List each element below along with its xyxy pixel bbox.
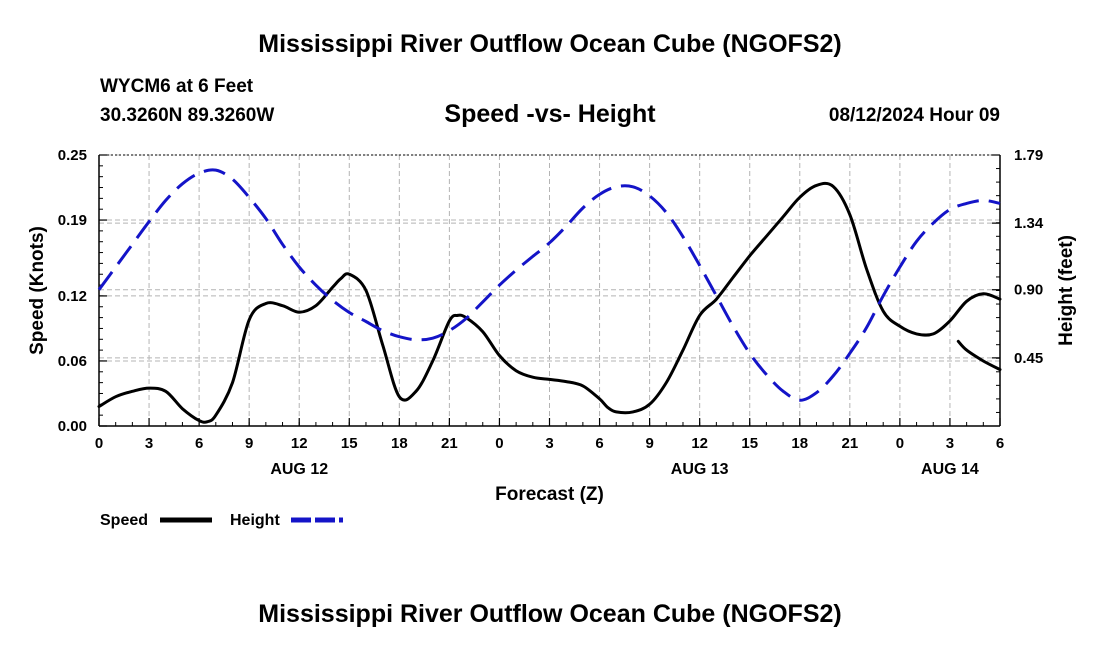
speed-series-line — [97, 181, 1002, 424]
x-tick-label: 0 — [896, 435, 904, 452]
station-label: WYCM6 at 6 Feet — [100, 76, 254, 97]
x-tick-label: 0 — [495, 435, 503, 452]
bottom-title: Mississippi River Outflow Ocean Cube (NG… — [258, 600, 842, 628]
y-tick-label: 0.00 — [58, 418, 87, 435]
date-label: AUG 13 — [671, 461, 729, 478]
x-tick-label: 6 — [195, 435, 203, 452]
speed-series-line-segment — [956, 339, 1002, 372]
x-axis-title: Forecast (Z) — [495, 484, 604, 505]
x-tick-label: 6 — [595, 435, 603, 452]
x-tick-label: 15 — [341, 435, 358, 452]
y2-tick-label: 0.90 — [1014, 282, 1043, 299]
main-title: Mississippi River Outflow Ocean Cube (NG… — [258, 30, 842, 58]
y-tick-label: 0.06 — [58, 353, 87, 370]
y-axis-title: Speed (Knots) — [27, 226, 48, 355]
x-tick-label: 15 — [741, 435, 758, 452]
x-tick-label: 6 — [996, 435, 1004, 452]
x-tick-label: 21 — [841, 435, 858, 452]
date-label: AUG 14 — [921, 461, 979, 478]
y-tick-label: 0.19 — [58, 212, 87, 229]
y-tick-label: 0.12 — [58, 288, 87, 305]
x-tick-label: 21 — [441, 435, 458, 452]
x-tick-label: 3 — [946, 435, 954, 452]
legend-label-height: Height — [230, 512, 280, 529]
date-label: AUG 12 — [270, 461, 328, 478]
x-tick-label: 12 — [291, 435, 308, 452]
y2-axis-title: Height (feet) — [1056, 235, 1077, 346]
x-tick-label: 3 — [545, 435, 553, 452]
x-tick-label: 9 — [645, 435, 653, 452]
x-tick-label: 12 — [691, 435, 708, 452]
chart-subtitle: Speed -vs- Height — [444, 100, 656, 128]
x-tick-label: 3 — [145, 435, 153, 452]
y2-tick-label: 0.45 — [1014, 350, 1043, 367]
forecast-datetime: 08/12/2024 Hour 09 — [828, 105, 1000, 126]
height-series-line — [97, 168, 1001, 402]
coordinates-label: 30.3260N 89.3260W — [100, 105, 275, 126]
x-tick-label: 18 — [791, 435, 808, 452]
y2-tick-label: 1.34 — [1014, 215, 1044, 232]
y-tick-label: 0.25 — [58, 147, 87, 164]
legend-label-speed: Speed — [100, 512, 148, 529]
x-tick-label: 0 — [95, 435, 103, 452]
x-tick-label: 9 — [245, 435, 253, 452]
y2-tick-label: 1.79 — [1014, 147, 1043, 164]
x-tick-label: 18 — [391, 435, 408, 452]
